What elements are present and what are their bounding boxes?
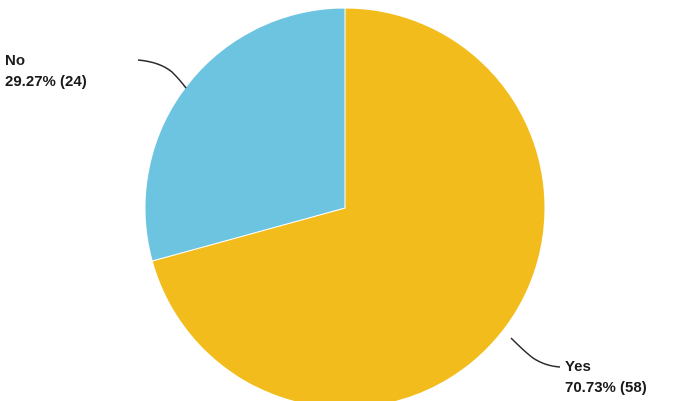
pie-slice-yes xyxy=(151,7,546,401)
slice-label-yes: Yes 70.73% (58) xyxy=(565,358,647,396)
leader-line-no xyxy=(137,59,187,89)
slice-label-no: No 29.27% (24) xyxy=(5,52,87,90)
slice-category-no: No xyxy=(5,52,25,69)
slice-percent-yes: 70.73% (58) xyxy=(565,379,647,396)
slice-percent-no: 29.27% (24) xyxy=(5,73,87,90)
slice-category-yes: Yes xyxy=(565,358,591,375)
pie-slices xyxy=(144,7,546,401)
leader-line-yes xyxy=(510,337,561,368)
leader-lines xyxy=(137,59,561,368)
